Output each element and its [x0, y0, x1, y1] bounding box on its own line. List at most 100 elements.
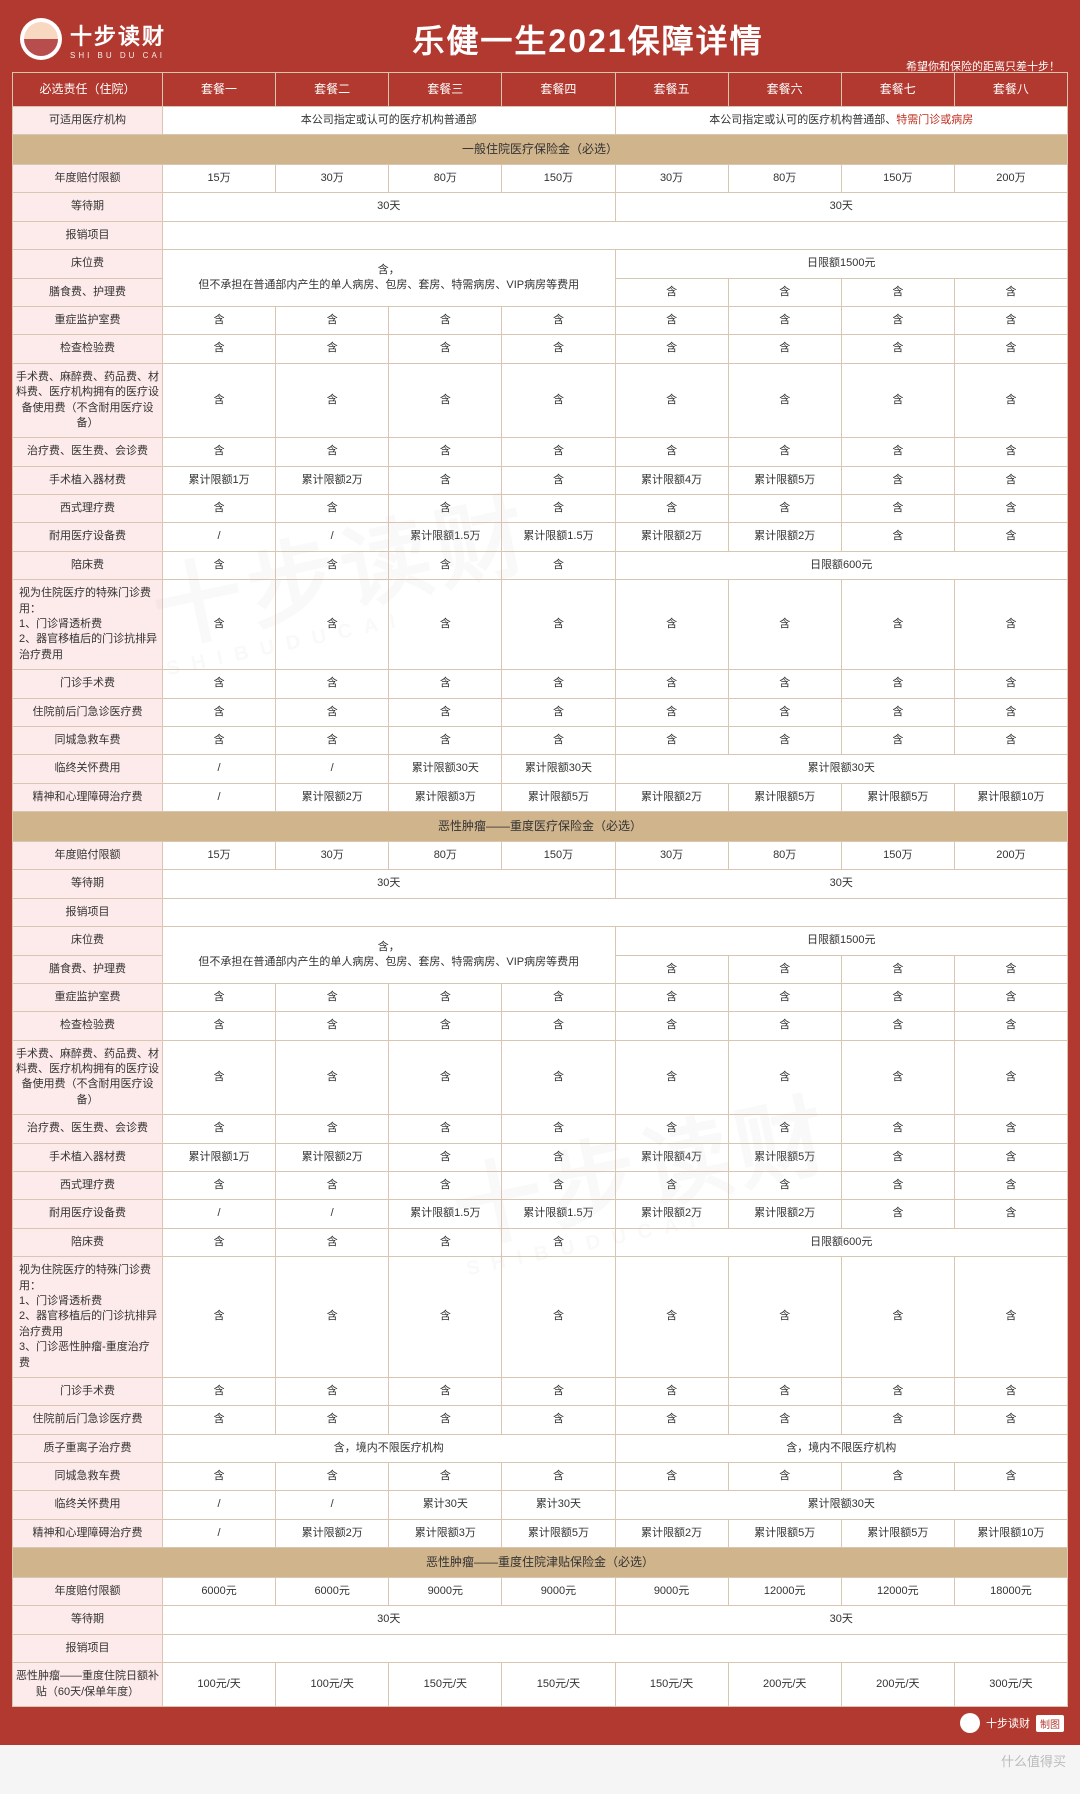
table-cell: 含: [728, 1257, 841, 1378]
table-cell: 含: [728, 1172, 841, 1200]
table-cell: 含: [502, 726, 615, 754]
table-cell: 累计限额5万: [728, 783, 841, 811]
table-cell: 150元/天: [615, 1663, 728, 1707]
table-cell: 含: [163, 1040, 276, 1115]
table-cell: 含: [389, 1463, 502, 1491]
row-label: 手术植入器材费: [13, 1143, 163, 1171]
table-cell: 累计30天: [389, 1491, 502, 1519]
row-label: 同城急救车费: [13, 1463, 163, 1491]
table-cell: 含: [728, 670, 841, 698]
table-cell: 含: [615, 1463, 728, 1491]
table-cell: 含: [276, 1115, 389, 1143]
table-cell: 含: [389, 1406, 502, 1434]
table-row: 耐用医疗设备费//累计限额1.5万累计限额1.5万累计限额2万累计限额2万含含: [13, 1200, 1068, 1228]
table-cell: /: [163, 755, 276, 783]
table-cell: 含: [728, 306, 841, 334]
row-label: 年度赔付限额: [13, 841, 163, 869]
table-cell: 含: [163, 306, 276, 334]
table-cell: /: [276, 1200, 389, 1228]
table-cell: 累计限额3万: [389, 1519, 502, 1547]
table-cell: 含: [163, 1172, 276, 1200]
row-label: 检查检验费: [13, 335, 163, 363]
table-row: 床位费含，但不承担在普通部内产生的单人病房、包房、套房、特需病房、VIP病房等费…: [13, 927, 1068, 955]
table-cell: 含: [728, 580, 841, 670]
table-cell: 15万: [163, 164, 276, 192]
table-cell: 含: [276, 1040, 389, 1115]
table-cell: 含: [841, 438, 954, 466]
footer-brand: 十步读财: [986, 1715, 1030, 1731]
table-cell: 含: [389, 495, 502, 523]
table-cell: 含: [615, 335, 728, 363]
table-cell: 80万: [389, 164, 502, 192]
section-header: 恶性肿瘤——重度医疗保险金（必选）: [13, 812, 1068, 842]
table-row: 西式理疗费含含含含含含含含: [13, 495, 1068, 523]
table-cell: 含: [276, 698, 389, 726]
table-cell: 含: [954, 983, 1067, 1011]
section-header: 一般住院医疗保险金（必选）: [13, 135, 1068, 165]
row-label: 膳食费、护理费: [13, 955, 163, 983]
table-row: 同城急救车费含含含含含含含含: [13, 726, 1068, 754]
row-label: 质子重离子治疗费: [13, 1434, 163, 1462]
row-label: 视为住院医疗的特殊门诊费用：1、门诊肾透析费2、器官移植后的门诊抗排异治疗费用3…: [13, 1257, 163, 1378]
table-cell: 累计限额5万: [502, 783, 615, 811]
table-cell: 含: [389, 438, 502, 466]
table-header-row: 必选责任（住院）套餐一套餐二套餐三套餐四套餐五套餐六套餐七套餐八: [13, 73, 1068, 107]
table-cell: 含: [615, 670, 728, 698]
table-cell: 含: [954, 438, 1067, 466]
table-cell: 含: [841, 983, 954, 1011]
table-row: 检查检验费含含含含含含含含: [13, 335, 1068, 363]
table-row: 等待期30天30天: [13, 1606, 1068, 1634]
table-cell: 含: [389, 466, 502, 494]
table-cell: 含: [276, 1228, 389, 1256]
table-cell: 150元/天: [502, 1663, 615, 1707]
table-cell: [163, 221, 1068, 249]
table-cell: 含: [954, 726, 1067, 754]
table-cell: 含: [502, 495, 615, 523]
table-cell: 含: [841, 466, 954, 494]
table-cell: 含: [389, 1143, 502, 1171]
table-cell: 含: [163, 1257, 276, 1378]
brand-pinyin: SHI BU DU CAI: [70, 51, 166, 60]
table-cell: 含: [841, 1377, 954, 1405]
row-label: 报销项目: [13, 898, 163, 926]
table-cell: 累计限额30天: [502, 755, 615, 783]
table-cell: 30万: [276, 164, 389, 192]
header-cell: 套餐七: [841, 73, 954, 107]
table-cell: 含: [728, 1040, 841, 1115]
table-cell: 含: [163, 1463, 276, 1491]
table-cell: 本公司指定或认可的医疗机构普通部、特需门诊或病房: [615, 106, 1068, 134]
table-cell: 含: [841, 278, 954, 306]
table-cell: 含: [954, 363, 1067, 438]
table-cell: 含: [615, 278, 728, 306]
table-cell: 含: [841, 495, 954, 523]
table-cell: 含: [502, 1012, 615, 1040]
table-row: 报销项目: [13, 1634, 1068, 1662]
table-cell: 累计限额10万: [954, 1519, 1067, 1547]
table-cell: 累计限额2万: [615, 1519, 728, 1547]
table-cell: 含: [389, 1257, 502, 1378]
table-cell: 含: [163, 670, 276, 698]
table-cell: 含: [163, 551, 276, 579]
row-label: 住院前后门急诊医疗费: [13, 698, 163, 726]
table-cell: 含: [389, 698, 502, 726]
header-cell: 必选责任（住院）: [13, 73, 163, 107]
table-cell: /: [163, 1519, 276, 1547]
table-cell: 含: [163, 1377, 276, 1405]
header-cell: 套餐八: [954, 73, 1067, 107]
table-row: 耐用医疗设备费//累计限额1.5万累计限额1.5万累计限额2万累计限额2万含含: [13, 523, 1068, 551]
table-cell: 含: [615, 495, 728, 523]
table-cell: 30万: [615, 841, 728, 869]
table-cell: 含: [615, 1172, 728, 1200]
table-cell: 含: [389, 1172, 502, 1200]
table-cell: [163, 898, 1068, 926]
row-label: 耐用医疗设备费: [13, 523, 163, 551]
table-cell: /: [276, 523, 389, 551]
slogan: 希望你和保险的距离只差十步！: [906, 58, 1060, 74]
table-cell: 9000元: [502, 1578, 615, 1606]
table-cell: 含: [163, 1115, 276, 1143]
table-cell: 含: [954, 335, 1067, 363]
table-cell: 含: [841, 1143, 954, 1171]
table-cell: 含: [163, 1012, 276, 1040]
table-cell: 80万: [389, 841, 502, 869]
table-cell: 含，但不承担在普通部内产生的单人病房、包房、套房、特需病房、VIP病房等费用: [163, 927, 616, 984]
